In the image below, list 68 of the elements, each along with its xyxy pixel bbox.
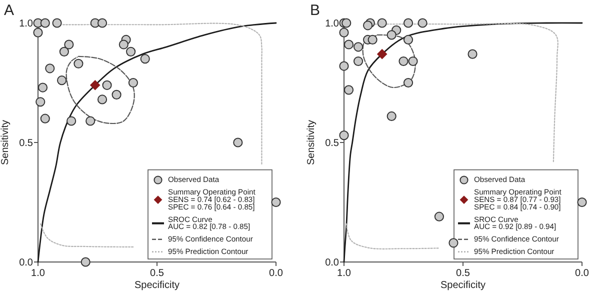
point [339,28,349,38]
point [577,197,587,208]
y-axis-title: Sensitivity [0,120,11,166]
point [363,20,373,30]
point [418,18,428,28]
x-tick-label: 0.0 [269,268,284,279]
point [448,238,458,248]
point [97,94,108,104]
point [33,28,43,38]
point [386,30,396,40]
point [339,130,349,140]
y-axis-title: Sensitivity [306,120,317,166]
point [57,76,67,86]
point [118,40,128,50]
x-axis-title: Specificity [440,280,486,291]
y-tick-label: 0.0 [325,258,340,268]
point [140,54,150,64]
point [102,80,112,90]
point [403,34,414,45]
x-axis-title: Specificity [134,280,180,291]
point [386,111,396,122]
point [40,18,50,28]
point [38,82,48,92]
point [80,257,90,267]
point [52,18,62,28]
point [126,46,136,56]
y-tick-label: 1.0 [19,18,34,30]
point [376,48,388,60]
point [408,56,418,66]
x-tick-label: 0.5 [150,268,164,279]
point [40,114,50,124]
point [368,34,378,45]
point [339,61,349,71]
point [97,18,108,28]
point [233,138,243,148]
point [344,85,354,95]
point [434,212,444,222]
point [403,78,414,88]
x-tick-label: 1.0 [337,268,352,279]
y-tick-label: 0.5 [19,138,34,149]
point [74,58,84,68]
x-tick-label: 0.5 [456,268,470,279]
point [377,18,387,28]
point [59,46,69,56]
chart-title: B [310,2,320,19]
point [64,40,74,50]
y-tick-label: 0.0 [19,258,34,268]
point [353,56,364,66]
y-tick-label: 0.5 [325,138,340,149]
x-tick-label: 0.0 [575,268,590,279]
point [112,90,122,100]
point [342,18,352,28]
point [66,116,76,126]
point [271,197,281,208]
point [86,116,96,126]
point [403,18,414,28]
line-series [343,22,583,263]
point [468,49,478,59]
point [398,56,408,66]
point [90,80,100,90]
y-tick-label: 1.0 [325,18,340,30]
point [353,42,364,52]
x-tick-label: 1.0 [31,268,46,279]
point [344,40,354,50]
point [128,78,138,88]
chart-title: A [4,2,14,19]
point [45,64,55,74]
point [36,97,46,107]
